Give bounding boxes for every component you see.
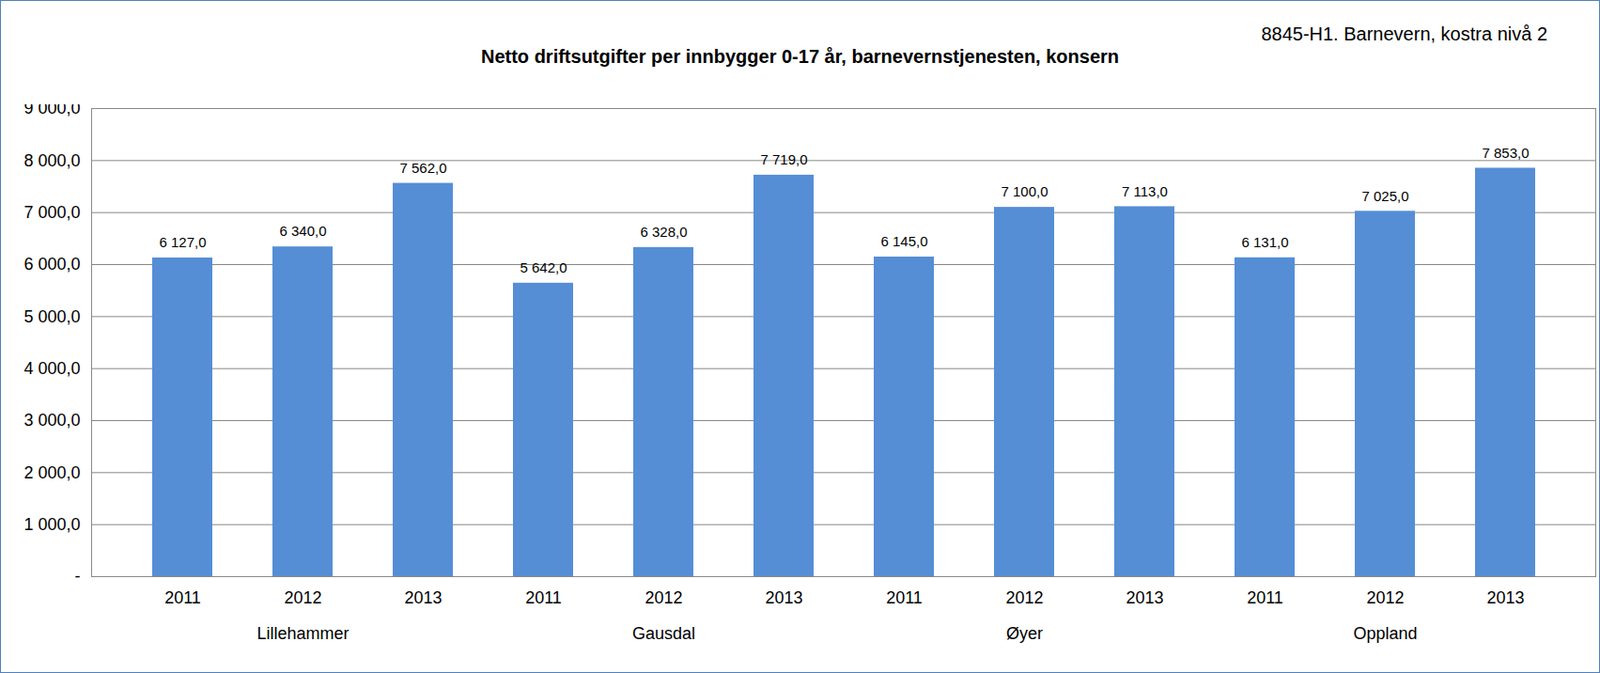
svg-text:2012: 2012 [644, 588, 683, 607]
svg-text:2013: 2013 [1125, 588, 1164, 607]
svg-text:3 000,0: 3 000,0 [23, 410, 80, 430]
svg-text:2012: 2012 [283, 588, 322, 607]
svg-text:Lillehammer: Lillehammer [256, 623, 349, 643]
svg-text:2011: 2011 [164, 588, 202, 607]
svg-text:2012: 2012 [1005, 588, 1043, 607]
svg-text:6 127,0: 6 127,0 [158, 233, 206, 250]
svg-text:2011: 2011 [525, 588, 562, 607]
svg-text:7 000,0: 7 000,0 [23, 202, 80, 222]
svg-text:6 328,0: 6 328,0 [639, 223, 687, 240]
svg-text:2011: 2011 [1246, 588, 1284, 607]
svg-text:Øyer: Øyer [1006, 623, 1043, 643]
svg-text:6 145,0: 6 145,0 [880, 233, 928, 249]
svg-text:5 000,0: 5 000,0 [23, 307, 80, 327]
svg-text:8 000,0: 8 000,0 [23, 151, 80, 171]
svg-text:5 642,0: 5 642,0 [519, 259, 567, 276]
svg-text:4 000,0: 4 000,0 [23, 358, 80, 378]
svg-text:Gausdal: Gausdal [632, 623, 696, 643]
svg-text:7 025,0: 7 025,0 [1361, 187, 1409, 204]
svg-text:7 853,0: 7 853,0 [1481, 144, 1529, 161]
svg-text:Oppland: Oppland [1352, 623, 1417, 643]
svg-text:7 113,0: 7 113,0 [1121, 183, 1168, 200]
svg-text:6 340,0: 6 340,0 [279, 222, 327, 239]
html-text:Netto driftsutgifter per innby: Netto driftsutgifter per innbygger 0-17 … [481, 46, 1119, 67]
svg-text:-: - [75, 566, 81, 586]
svg-text:2012: 2012 [1366, 588, 1404, 607]
svg-text:2013: 2013 [403, 588, 442, 607]
svg-text:6 000,0: 6 000,0 [23, 254, 80, 274]
svg-text:2 000,0: 2 000,0 [23, 463, 80, 482]
svg-text:2011: 2011 [885, 588, 923, 607]
svg-text:2013: 2013 [1486, 588, 1524, 607]
svg-text:1 000,0: 1 000,0 [23, 514, 80, 534]
svg-text:7 100,0: 7 100,0 [1000, 183, 1048, 200]
html-text:8845-H1. Barnevern, kostra niv: 8845-H1. Barnevern, kostra nivå 2 [1261, 23, 1548, 45]
svg-text:9 000,0: 9 000,0 [23, 104, 80, 118]
svg-text:6 131,0: 6 131,0 [1241, 233, 1289, 250]
svg-text:7 562,0: 7 562,0 [399, 159, 447, 176]
svg-text:7 719,0: 7 719,0 [760, 151, 808, 168]
svg-text:2013: 2013 [764, 588, 803, 607]
